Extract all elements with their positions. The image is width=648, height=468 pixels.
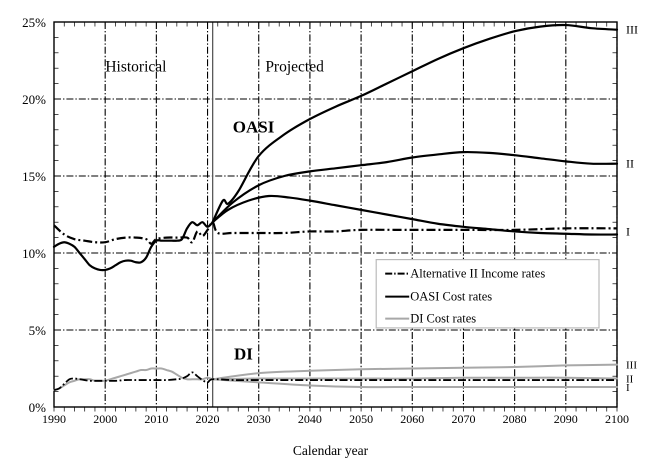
svg-text:III: III [626, 360, 637, 372]
svg-text:20%: 20% [22, 92, 46, 107]
svg-text:II: II [626, 157, 634, 171]
svg-text:2040: 2040 [298, 412, 322, 426]
svg-text:DI: DI [234, 344, 253, 363]
svg-text:2090: 2090 [554, 412, 578, 426]
svg-text:DI Cost rates: DI Cost rates [410, 312, 476, 326]
svg-text:5%: 5% [29, 323, 47, 338]
svg-text:Alternative II Income rates: Alternative II Income rates [410, 267, 545, 281]
svg-text:2030: 2030 [247, 412, 271, 426]
svg-text:I: I [626, 382, 630, 394]
svg-text:2000: 2000 [93, 412, 117, 426]
svg-text:OASI Cost rates: OASI Cost rates [410, 290, 492, 304]
svg-text:2070: 2070 [452, 412, 476, 426]
svg-text:III: III [626, 23, 638, 37]
svg-text:1990: 1990 [42, 412, 66, 426]
svg-text:15%: 15% [22, 169, 46, 184]
svg-text:2050: 2050 [349, 412, 373, 426]
svg-text:2010: 2010 [144, 412, 168, 426]
svg-text:Calendar year: Calendar year [293, 443, 369, 458]
svg-text:Projected: Projected [265, 59, 324, 76]
svg-text:2020: 2020 [196, 412, 220, 426]
svg-text:Historical: Historical [105, 59, 166, 76]
svg-text:25%: 25% [22, 15, 46, 30]
svg-text:2060: 2060 [400, 412, 424, 426]
svg-text:I: I [626, 224, 630, 238]
svg-text:10%: 10% [22, 246, 46, 261]
svg-text:2080: 2080 [503, 412, 527, 426]
svg-text:2100: 2100 [605, 412, 629, 426]
svg-text:OASI: OASI [233, 118, 275, 137]
